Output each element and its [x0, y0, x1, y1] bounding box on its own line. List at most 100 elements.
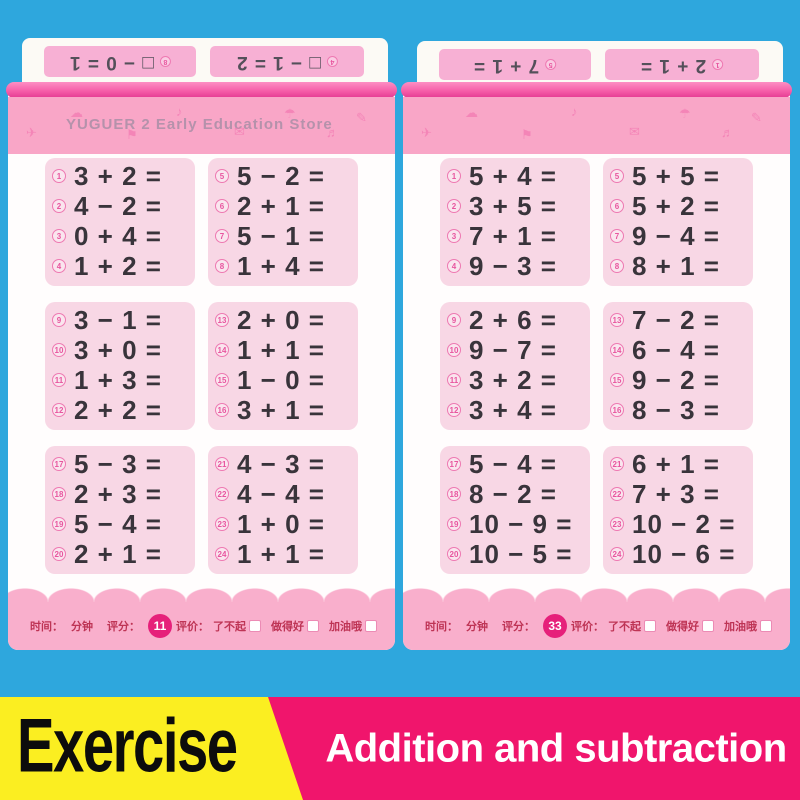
problem-row: 7 9 − 4 = — [610, 221, 753, 251]
minutes-label: 分钟 — [71, 621, 93, 633]
problem-number-circle: 21 — [610, 457, 624, 471]
score-label: 评分： — [502, 621, 535, 633]
problem-row: 4 1 + 2 = — [52, 251, 195, 281]
problem-number-circle: 16 — [215, 403, 229, 417]
problem-expression: 1 + 1 = — [237, 334, 325, 365]
store-watermark: YUGUER 2 Early Education Store — [66, 116, 333, 133]
problem-number-circle: 4 — [52, 259, 66, 273]
evaluation-option-label: 做得好 — [666, 621, 699, 633]
scallop-edge — [8, 587, 395, 602]
problem-row: 18 8 − 2 = — [447, 479, 590, 509]
problem-block: 5 5 − 2 = 6 2 + 1 = 7 5 − 1 = 8 1 + 4 = — [208, 158, 358, 286]
doodle-icon: ✉ — [629, 124, 640, 139]
workbook-page-right: 5 7 + 1 = 1 2 + 1 = ✈ ☁ ⚑ ♪ ✉ ☂ ♬ ✎ 1 5 + 4 = 2 3 + 5… — [401, 0, 792, 700]
problem-expression: 3 + 1 = — [237, 394, 325, 425]
page-binding-roll — [401, 82, 792, 98]
problem-row: 6 2 + 1 = — [215, 191, 358, 221]
problem-number-circle: 6 — [610, 199, 624, 213]
evaluation-option-label: 了不起 — [213, 621, 246, 633]
problem-expression: 4 − 2 = — [74, 190, 162, 221]
evaluation-checkbox — [307, 620, 319, 632]
doodle-icon: ✎ — [751, 110, 762, 125]
evaluation-option-label: 做得好 — [271, 621, 304, 633]
problem-row: 9 2 + 6 = — [447, 305, 590, 335]
doodle-icon: ♬ — [721, 125, 734, 140]
flipped-equation-text: 7 + 1 = — [473, 54, 540, 76]
doodle-icon: ♬ — [326, 125, 339, 140]
problem-grid: 1 3 + 2 = 2 4 − 2 = 3 0 + 4 = 4 1 + 2 = 5 5 − 2 =… — [45, 158, 358, 574]
problem-expression: 5 − 4 = — [74, 508, 162, 539]
problem-number-circle: 14 — [610, 343, 624, 357]
problem-expression: 10 − 5 = — [469, 538, 573, 569]
evaluation-option: 做得好 — [271, 618, 319, 634]
evaluation-option-label: 了不起 — [608, 621, 641, 633]
evaluation-option: 了不起 — [608, 618, 656, 634]
problem-expression: 3 + 4 = — [469, 394, 557, 425]
problem-row: 3 7 + 1 = — [447, 221, 590, 251]
problem-row: 8 8 + 1 = — [610, 251, 753, 281]
problem-expression: 3 + 2 = — [74, 160, 162, 191]
problem-row: 6 5 + 2 = — [610, 191, 753, 221]
problem-row: 15 9 − 2 = — [610, 365, 753, 395]
problem-number-circle: 9 — [52, 313, 66, 327]
problem-expression: 3 + 0 = — [74, 334, 162, 365]
problem-number-circle: 22 — [610, 487, 624, 501]
doodle-icon: ☁ — [465, 105, 478, 120]
problem-number-circle: 1 — [712, 59, 724, 70]
problem-row: 11 3 + 2 = — [447, 365, 590, 395]
problem-expression: 7 + 3 = — [632, 478, 720, 509]
score-label: 评分： — [107, 621, 140, 633]
problem-row: 14 6 − 4 = — [610, 335, 753, 365]
time-label: 时间： — [30, 621, 63, 633]
problem-block: 9 2 + 6 = 10 9 − 7 = 11 3 + 2 = 12 3 + 4 = — [440, 302, 590, 430]
doodle-icon: ✈ — [421, 125, 432, 140]
problem-number-circle: 4 — [326, 56, 338, 67]
problem-expression: 9 − 4 = — [632, 220, 720, 251]
problem-number-circle: 2 — [447, 199, 461, 213]
flipped-over-sheet: 5 7 + 1 = 1 2 + 1 = — [417, 41, 783, 89]
problem-number-circle: 6 — [215, 199, 229, 213]
page-footer: 时间： 分钟 评分： 33 评价： 了不起 做得好 加油哦 — [403, 602, 790, 650]
problem-block: 17 5 − 4 = 18 8 − 2 = 19 10 − 9 = 20 10 − 5 = — [440, 446, 590, 574]
evaluation-checkbox — [644, 620, 656, 632]
evaluation-checkbox — [249, 620, 261, 632]
flipped-equation-content: 5 7 + 1 = — [473, 54, 557, 76]
problem-number-circle: 10 — [447, 343, 461, 357]
scallop-edge — [403, 587, 790, 602]
problem-expression: 5 − 4 = — [469, 448, 557, 479]
header-doodle-band: ✈ ☁ ⚑ ♪ ✉ ☂ ♬ ✎ — [403, 97, 790, 154]
doodle-icon: ✎ — [356, 110, 367, 125]
flipped-equation-text: □ − 0 = 1 — [69, 51, 154, 73]
problem-expression: 10 − 9 = — [469, 508, 573, 539]
problem-number-circle: 9 — [447, 313, 461, 327]
problem-row: 2 3 + 5 = — [447, 191, 590, 221]
problem-number-circle: 15 — [610, 373, 624, 387]
problem-block: 1 5 + 4 = 2 3 + 5 = 3 7 + 1 = 4 9 − 3 = — [440, 158, 590, 286]
problem-expression: 10 − 2 = — [632, 508, 736, 539]
evaluation-option: 加油哦 — [329, 618, 377, 634]
problem-expression: 9 − 3 = — [469, 250, 557, 281]
flipped-equation-strip: 8 □ − 0 = 1 — [44, 46, 196, 77]
problem-expression: 8 − 3 = — [632, 394, 720, 425]
problem-expression: 2 + 1 = — [74, 538, 162, 569]
problem-expression: 1 + 3 = — [74, 364, 162, 395]
problem-expression: 7 − 2 = — [632, 304, 720, 335]
doodle-icon: ✉ — [234, 124, 245, 139]
problem-expression: 4 − 3 = — [237, 448, 325, 479]
problem-block: 1 3 + 2 = 2 4 − 2 = 3 0 + 4 = 4 1 + 2 = — [45, 158, 195, 286]
flipped-equation-content: 8 □ − 0 = 1 — [69, 51, 171, 73]
problem-row: 23 1 + 0 = — [215, 509, 358, 539]
problem-number-circle: 11 — [447, 373, 461, 387]
problem-block: 5 5 + 5 = 6 5 + 2 = 7 9 − 4 = 8 8 + 1 = — [603, 158, 753, 286]
problem-expression: 2 + 3 = — [74, 478, 162, 509]
problem-expression: 5 + 2 = — [632, 190, 720, 221]
problem-row: 8 1 + 4 = — [215, 251, 358, 281]
problem-expression: 2 + 2 = — [74, 394, 162, 425]
problem-expression: 5 − 3 = — [74, 448, 162, 479]
problem-row: 19 10 − 9 = — [447, 509, 590, 539]
banner-yellow-panel — [0, 697, 303, 800]
problem-number-circle: 7 — [610, 229, 624, 243]
problem-number-circle: 4 — [447, 259, 461, 273]
problem-number-circle: 5 — [610, 169, 624, 183]
problem-expression: 10 − 6 = — [632, 538, 736, 569]
